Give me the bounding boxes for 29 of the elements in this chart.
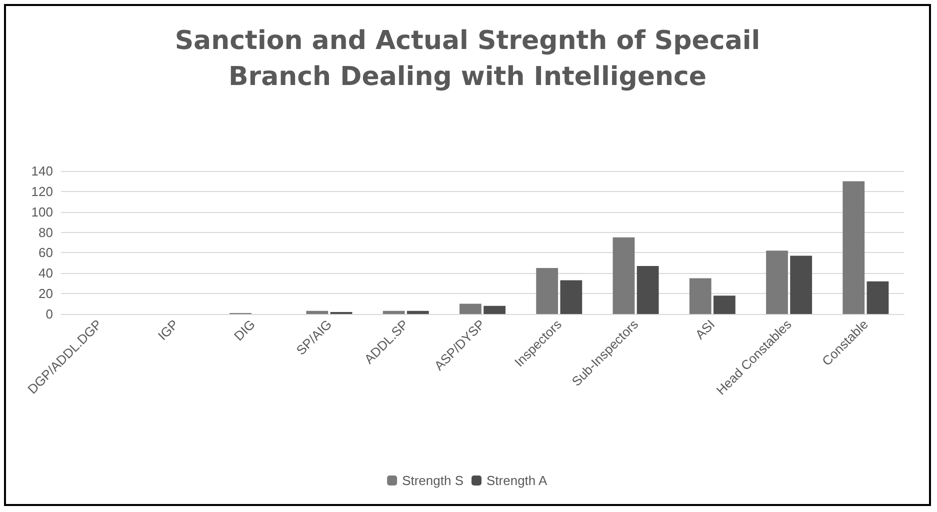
chart-title: Sanction and Actual Stregnth of Specail Branch Dealing with Intelligence	[174, 26, 760, 92]
bar	[484, 306, 506, 314]
x-tick-label: DIG	[230, 316, 258, 344]
bar	[766, 250, 788, 314]
y-tick-label: 20	[38, 286, 53, 302]
y-tick-label: 0	[46, 306, 53, 322]
bar	[560, 280, 582, 314]
legend-label: Strength S	[402, 473, 464, 488]
bar	[306, 310, 328, 314]
y-tick-label: 100	[31, 204, 53, 220]
legend-label: Strength A	[486, 473, 548, 488]
x-tick-label: IGP	[154, 316, 182, 344]
y-tick-label: 140	[31, 164, 53, 178]
bar	[714, 296, 736, 314]
bar	[842, 181, 865, 314]
bar	[460, 304, 482, 314]
x-tick-label: ASI	[692, 316, 718, 342]
bar	[536, 268, 558, 314]
bar	[689, 278, 712, 314]
bar	[382, 310, 405, 314]
y-tick-label: 60	[38, 245, 53, 260]
bar	[406, 310, 429, 314]
bar	[866, 281, 889, 314]
bar	[612, 237, 635, 314]
y-tick-label: 40	[38, 266, 53, 281]
bar	[636, 266, 659, 314]
bar	[790, 256, 812, 314]
y-tick-label: 80	[38, 224, 53, 240]
y-tick-label: 120	[31, 184, 53, 199]
